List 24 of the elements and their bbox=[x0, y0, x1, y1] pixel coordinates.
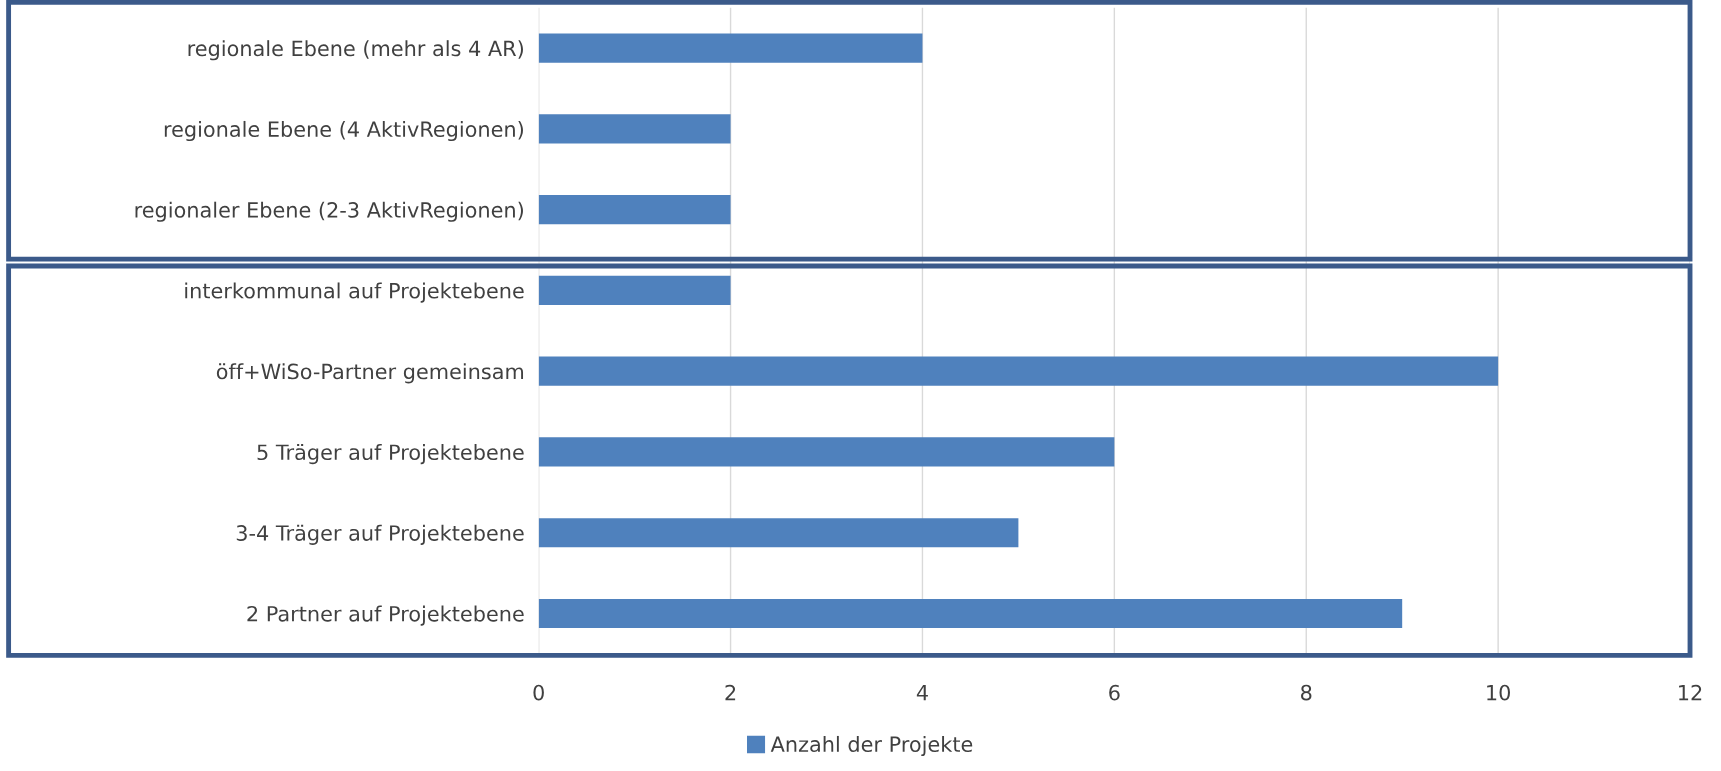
bar bbox=[538, 598, 1403, 628]
x-tick-label: 12 bbox=[1679, 684, 1702, 701]
y-tick-label: regionaler Ebene (2-3 AktivRegionen) bbox=[135, 201, 523, 222]
y-tick-label: öff+WiSo-Partner gemeinsam bbox=[216, 363, 524, 384]
bar bbox=[538, 114, 731, 144]
legend-label: Anzahl der Projekte bbox=[770, 735, 973, 757]
bar bbox=[538, 518, 1019, 548]
bar bbox=[538, 195, 731, 225]
y-tick-label: 2 Partner auf Projektebene bbox=[247, 605, 524, 626]
x-tick-label: 6 bbox=[1109, 684, 1120, 701]
x-tick-label: 8 bbox=[1301, 684, 1312, 701]
bar bbox=[538, 356, 1499, 386]
y-tick-label: interkommunal auf Projektebene bbox=[185, 282, 524, 303]
x-tick-label: 4 bbox=[916, 685, 928, 701]
bar bbox=[538, 437, 1115, 467]
y-tick-label: 5 Träger auf Projektebene bbox=[257, 443, 524, 465]
x-tick-label: 10 bbox=[1487, 684, 1510, 701]
x-tick-label: 2 bbox=[725, 684, 736, 701]
bar bbox=[538, 275, 731, 305]
y-tick-label: regionale Ebene (mehr als 4 AR) bbox=[188, 40, 523, 61]
y-tick-label: 3-4 Träger auf Projektebene bbox=[236, 524, 524, 545]
bar bbox=[538, 33, 923, 63]
y-tick-label: regionale Ebene (4 AktivRegionen) bbox=[164, 120, 523, 142]
x-tick-label: 0 bbox=[533, 684, 544, 701]
